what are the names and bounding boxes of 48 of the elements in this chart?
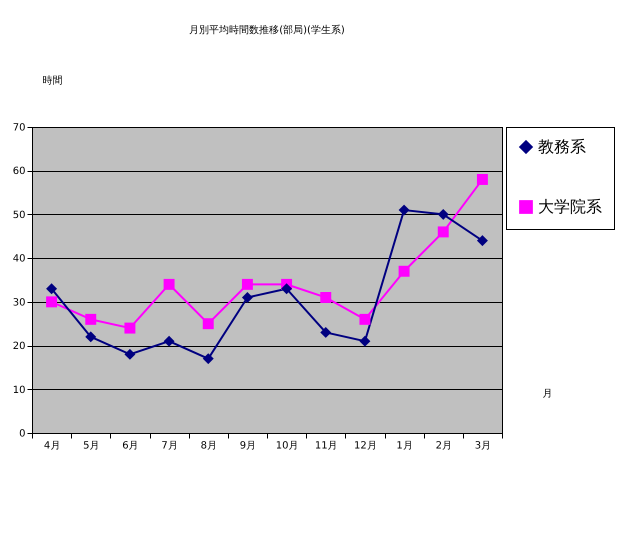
point [46, 296, 58, 308]
x-tick-label: 7月 [161, 440, 178, 452]
point [438, 226, 449, 238]
point [476, 235, 488, 246]
x-tick-label: 3月 [474, 440, 492, 452]
point [398, 204, 410, 216]
y-axis-title: 時間 [42, 74, 62, 86]
point [438, 208, 449, 220]
point [164, 336, 175, 347]
y-tick-label: 30 [12, 297, 26, 308]
y-tick-label: 40 [12, 254, 26, 265]
point [202, 353, 214, 364]
point [359, 336, 370, 347]
point [398, 266, 410, 277]
legend-label: 大学院系 [538, 197, 602, 216]
x-tick-label: 2月 [436, 440, 452, 452]
x-tick-label: 8月 [200, 440, 217, 452]
point [202, 318, 214, 330]
point [242, 292, 253, 303]
y-tick-label: 70 [12, 122, 26, 134]
x-tick-label: 10月 [276, 440, 298, 452]
x-tick-label: 12月 [354, 440, 377, 452]
point [320, 326, 332, 338]
point [124, 348, 136, 360]
point [281, 283, 292, 294]
point [46, 283, 58, 294]
y-tick-label: 50 [12, 210, 26, 221]
point [85, 331, 96, 342]
y-tick-label: 20 [12, 341, 26, 352]
x-tick-label: 9月 [240, 440, 256, 452]
point [85, 314, 96, 325]
y-tick-label: 0 [19, 428, 26, 440]
point [476, 174, 488, 185]
x-axis-title: 月 [542, 388, 552, 400]
legend-label: 教務系 [538, 137, 586, 156]
x-tick-label: 6月 [122, 440, 139, 452]
point [164, 278, 175, 290]
x-tick-label: 1月 [396, 440, 413, 452]
x-tick-label: 4月 [44, 440, 60, 452]
point [242, 278, 253, 290]
point [124, 322, 136, 334]
y-tick-label: 10 [12, 384, 26, 396]
point [359, 314, 370, 325]
chart-title: 月別平均時間数推移(部局)(学生系) [189, 24, 345, 36]
point [320, 292, 332, 303]
y-tick-label: 60 [12, 166, 26, 178]
x-tick-label: 11月 [314, 440, 338, 452]
x-tick-label: 5月 [83, 440, 100, 452]
